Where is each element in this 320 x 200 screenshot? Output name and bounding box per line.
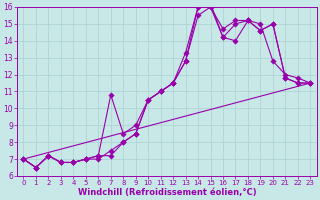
X-axis label: Windchill (Refroidissement éolien,°C): Windchill (Refroidissement éolien,°C) bbox=[77, 188, 256, 197]
